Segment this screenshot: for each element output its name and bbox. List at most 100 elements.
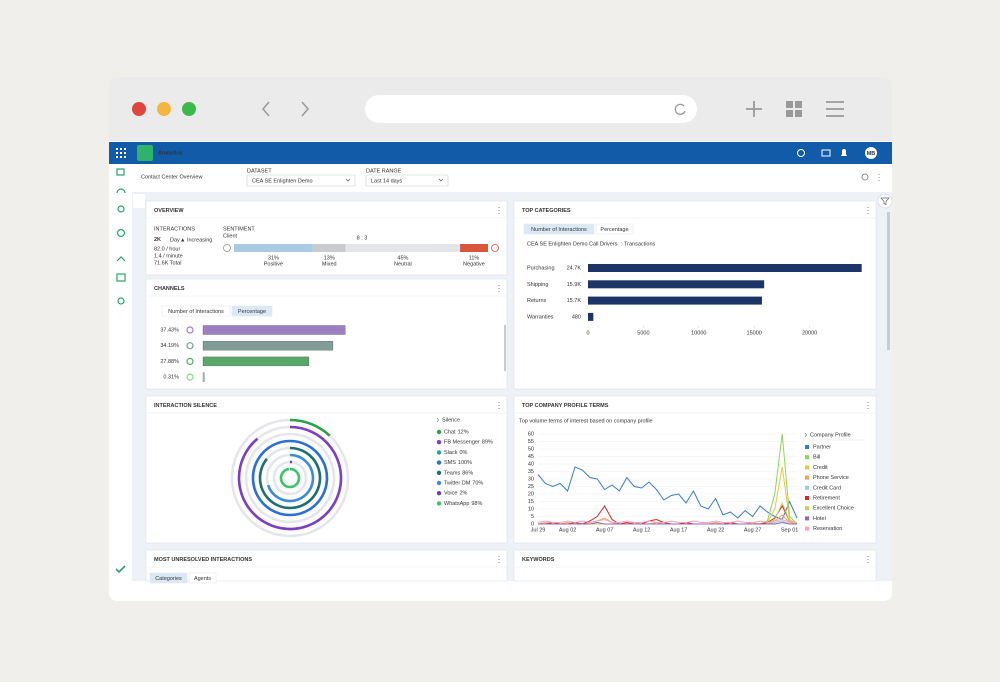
legend-swatch <box>436 501 442 506</box>
category-bar <box>588 296 762 305</box>
legend-swatch <box>805 526 809 531</box>
tab[interactable] <box>188 572 217 584</box>
breadcrumb-item[interactable]: CEA SE Enlighten Demo <box>527 241 588 247</box>
tab[interactable] <box>231 305 273 317</box>
silence-arc <box>258 446 322 510</box>
nav-icon[interactable] <box>116 273 126 282</box>
legend-value[interactable]: 100% <box>458 460 472 466</box>
legend-value[interactable]: 2% <box>459 491 467 497</box>
legend-name[interactable]: Teams <box>444 470 460 476</box>
date-range-select[interactable] <box>365 174 449 187</box>
settings-icon[interactable] <box>861 173 869 181</box>
sentiment-category: Positive <box>264 261 283 267</box>
maximize-button[interactable] <box>182 102 196 116</box>
sentiment-segment <box>234 244 313 252</box>
legend-name[interactable]: Slack <box>444 450 458 456</box>
legend-name[interactable]: Credit <box>813 465 828 471</box>
per-minute: 1.4 / minute <box>154 253 183 259</box>
tab-label[interactable]: Agents <box>194 576 211 582</box>
nav-icon[interactable] <box>117 297 125 305</box>
channel-value: 34.19% <box>160 343 179 349</box>
address-bar[interactable] <box>365 95 697 123</box>
y-tick-label: 45 <box>528 454 534 460</box>
tab-label[interactable]: Percentage <box>238 309 266 315</box>
legend-name[interactable]: Chat <box>444 429 456 435</box>
nav-icon[interactable] <box>116 168 125 176</box>
panel <box>513 549 877 582</box>
tab[interactable] <box>161 305 231 317</box>
tab[interactable] <box>149 572 188 584</box>
tab-label[interactable]: Categories <box>155 576 182 582</box>
dropdown-arrows <box>345 178 444 182</box>
tab[interactable] <box>595 223 634 235</box>
breadcrumb-item[interactable]: Call Drivers <box>589 241 618 247</box>
y-tick-label: 20 <box>528 491 534 497</box>
filter-button[interactable] <box>877 193 892 209</box>
tab-label[interactable]: Percentage <box>600 227 628 233</box>
nav-icon[interactable] <box>116 256 126 262</box>
minimize-button[interactable] <box>157 102 171 116</box>
nav-icon[interactable] <box>116 188 126 194</box>
channel-bar <box>202 372 205 382</box>
legend-name[interactable]: Hotel <box>813 516 826 522</box>
category-label: Warranties <box>527 314 554 320</box>
legend-name[interactable]: Bill <box>813 455 820 461</box>
y-tick-label: 40 <box>528 461 534 467</box>
tab[interactable] <box>523 223 595 235</box>
legend-value[interactable]: 98% <box>471 501 482 507</box>
tab-label[interactable]: Number of Interactions <box>531 227 587 233</box>
sidebar <box>109 164 132 581</box>
legend-name[interactable]: Credit Card <box>813 485 841 491</box>
legend-value[interactable]: 0% <box>459 450 467 456</box>
panel-title: TOP COMPANY PROFILE TERMS <box>522 403 609 409</box>
interactions-trend: ▲ Increasing <box>180 237 212 243</box>
y-tick-label: 25 <box>528 484 534 490</box>
tabs-button[interactable] <box>786 101 802 117</box>
legend-value[interactable]: 70% <box>472 480 483 486</box>
legend-name[interactable]: Phone Service <box>813 475 849 481</box>
messages-icon[interactable] <box>821 149 831 157</box>
app-launcher[interactable] <box>116 148 126 158</box>
legend-value[interactable]: 86% <box>462 470 473 476</box>
legend-name[interactable]: Retirement <box>813 495 840 501</box>
category-value: 15.7K <box>567 298 582 304</box>
panel-scrollbar[interactable] <box>504 325 506 371</box>
collapse-button[interactable] <box>133 194 145 208</box>
dashboard: Analytics MB Contact Center Overview DATASE… <box>141 150 877 584</box>
tab-label[interactable]: Number of Interactions <box>168 309 224 315</box>
date-range-value[interactable]: Last 14 days <box>371 178 402 184</box>
y-tick-label: 10 <box>528 506 534 512</box>
dataset-select[interactable] <box>246 174 356 187</box>
menu-button[interactable] <box>826 101 844 117</box>
reload-button[interactable] <box>674 103 686 115</box>
legend-swatch <box>436 480 442 486</box>
legend-name[interactable]: Twitter DM <box>444 480 471 486</box>
legend-swatch <box>805 516 809 521</box>
legend-value[interactable]: 89% <box>482 440 493 446</box>
legend-name[interactable]: Excellent Choice <box>813 506 854 512</box>
close-button[interactable] <box>132 102 146 116</box>
new-tab-button[interactable] <box>746 101 762 117</box>
legend-name[interactable]: FB Messenger <box>444 440 480 446</box>
x-tick-label: 15000 <box>747 330 762 336</box>
help-icon[interactable] <box>797 149 805 157</box>
legend-name[interactable]: SMS <box>444 460 456 466</box>
category-bar <box>588 264 862 272</box>
user-avatar[interactable] <box>865 147 877 159</box>
nav-icon[interactable] <box>117 205 125 213</box>
x-tick-label: Aug 07 <box>596 527 613 533</box>
forward-button[interactable] <box>301 101 309 117</box>
back-button[interactable] <box>262 101 270 117</box>
legend-value[interactable]: 12% <box>458 429 469 435</box>
legend-name[interactable]: Voice <box>444 491 457 497</box>
legend-swatch <box>436 470 442 475</box>
dataset-value[interactable]: CEA SE Enlighten Demo <box>252 178 313 184</box>
page-scrollbar[interactable] <box>887 212 890 350</box>
nav-icon[interactable] <box>116 228 126 238</box>
breadcrumb-item[interactable]: Transactions <box>624 241 656 247</box>
legend-name[interactable]: WhatsApp <box>444 501 469 507</box>
legend-name[interactable]: Reservation <box>813 526 842 532</box>
notifications-icon[interactable] <box>841 149 847 156</box>
legend-name[interactable]: Partner <box>813 444 831 450</box>
channel-icon <box>186 357 194 365</box>
